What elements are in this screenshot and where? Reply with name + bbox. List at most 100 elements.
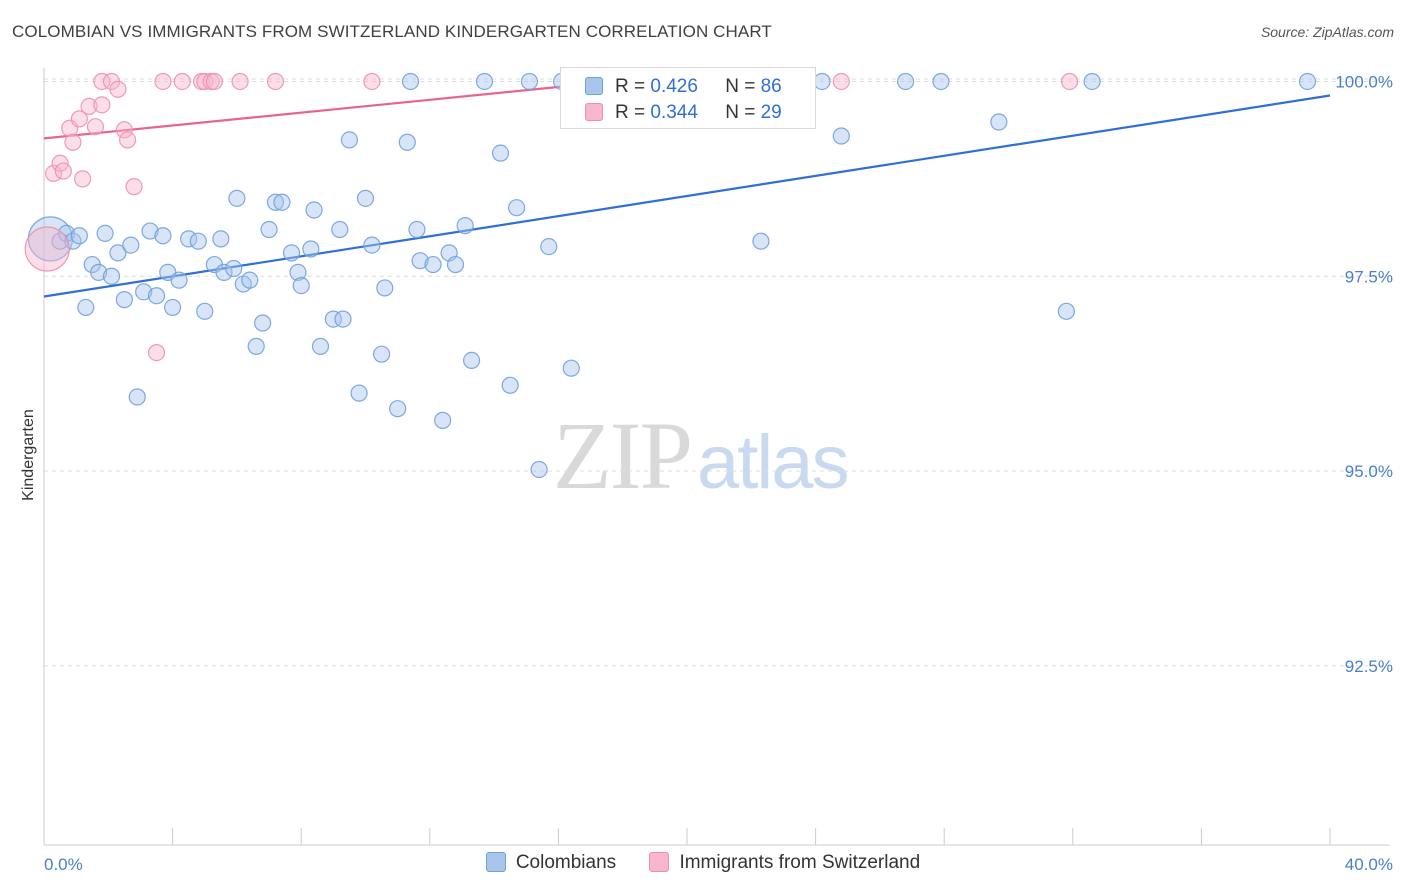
series-legend-switzerland[interactable]: Immigrants from Switzerland <box>649 852 920 874</box>
data-point <box>832 72 850 91</box>
legend-swatch-colombians <box>585 77 603 95</box>
legend-n-value: 29 <box>760 102 782 123</box>
data-point <box>225 259 243 278</box>
data-point <box>398 133 416 151</box>
data-point <box>64 133 82 151</box>
data-point <box>434 411 452 429</box>
series-swatch-colombians <box>485 852 506 872</box>
data-point <box>932 72 950 91</box>
data-point <box>324 310 342 328</box>
data-point <box>125 178 143 196</box>
data-point <box>241 271 259 289</box>
data-point <box>154 72 172 91</box>
legend-r-label: R = <box>615 102 651 123</box>
data-point <box>491 144 510 162</box>
series-legend: Colombians Immigrants from Switzerland <box>0 852 1406 874</box>
data-point <box>115 291 133 309</box>
data-point <box>331 220 349 239</box>
data-point <box>196 302 214 320</box>
series-legend-colombians[interactable]: Colombians <box>485 852 617 874</box>
x-tick-label-max: 40.0% <box>1345 855 1393 874</box>
data-point <box>118 131 137 149</box>
watermark-zip: ZIP <box>553 402 693 509</box>
axes <box>43 68 1390 846</box>
data-point <box>109 80 127 98</box>
data-point <box>96 224 114 243</box>
data-point <box>141 222 159 240</box>
data-point <box>424 255 442 274</box>
data-point <box>363 72 381 91</box>
data-point <box>90 263 108 281</box>
legend-r-value: 0.426 <box>650 76 698 97</box>
legend-n-value: 86 <box>760 76 782 97</box>
data-point <box>501 376 519 394</box>
data-point <box>24 226 70 272</box>
data-point <box>266 72 285 91</box>
y-tick-label: 95.0% <box>1345 462 1393 481</box>
data-point <box>530 460 548 479</box>
series-swatch-switzerland <box>649 852 670 872</box>
data-point <box>147 287 166 305</box>
data-point <box>170 271 188 289</box>
data-point <box>254 314 272 332</box>
data-point <box>540 238 558 256</box>
data-point <box>289 263 307 281</box>
axis-labels: 100.0% 97.5% 95.0% 92.5% 0.0% 40.0% Kindergart… <box>20 72 1393 874</box>
data-point <box>212 230 230 248</box>
data-point <box>80 97 98 116</box>
data-point <box>340 131 359 149</box>
data-point <box>135 283 153 301</box>
x-tick-label-min: 0.0% <box>44 855 83 874</box>
data-point <box>196 72 214 91</box>
source-credit[interactable]: Source: ZipAtlas.com <box>1260 24 1394 40</box>
data-point <box>752 232 770 250</box>
data-point <box>292 277 310 295</box>
data-point <box>832 127 850 145</box>
data-point <box>305 201 323 219</box>
series-legend-label: Colombians <box>515 852 617 873</box>
data-point <box>990 113 1008 131</box>
data-point <box>356 189 375 207</box>
gridlines <box>44 78 1390 667</box>
data-point <box>1057 302 1075 320</box>
data-point <box>897 72 915 91</box>
series-1 <box>24 72 1079 362</box>
y-axis-label: Kindergarten <box>20 409 37 501</box>
data-point <box>102 267 121 285</box>
data-point <box>93 96 111 114</box>
y-tick-label: 97.5% <box>1345 267 1393 286</box>
trend-line-1 <box>43 80 614 140</box>
correlation-legend: R = 0.426 N = 86 R = 0.344 N = 29 <box>560 67 816 129</box>
data-point <box>228 189 246 207</box>
y-tick-label: 100.0% <box>1335 72 1393 91</box>
legend-swatch-switzerland <box>585 103 603 121</box>
chart-title: COLOMBIAN VS IMMIGRANTS FROM SWITZERLAND… <box>12 22 772 41</box>
legend-n-label: N = <box>725 76 761 97</box>
data-point <box>77 298 95 317</box>
data-point <box>508 199 526 217</box>
data-point <box>164 298 182 317</box>
data-point <box>173 72 191 91</box>
data-point <box>122 236 140 254</box>
data-point <box>70 227 88 245</box>
data-point <box>73 170 92 188</box>
trend-line-0 <box>43 94 1331 298</box>
data-point <box>266 193 285 211</box>
data-point <box>401 72 420 91</box>
data-point <box>562 359 580 377</box>
data-point <box>1083 72 1101 91</box>
data-point <box>389 400 407 418</box>
data-point <box>70 110 88 128</box>
data-point <box>128 388 146 406</box>
data-point <box>1060 72 1079 91</box>
data-point <box>1298 72 1317 91</box>
data-point <box>260 220 278 239</box>
data-point <box>372 345 391 363</box>
series-legend-label: Immigrants from Switzerland <box>679 852 921 873</box>
data-point <box>86 118 105 136</box>
data-point <box>475 72 494 91</box>
trend-lines <box>43 80 1331 298</box>
data-point <box>462 351 481 369</box>
data-point <box>109 244 127 262</box>
data-point <box>247 337 265 355</box>
